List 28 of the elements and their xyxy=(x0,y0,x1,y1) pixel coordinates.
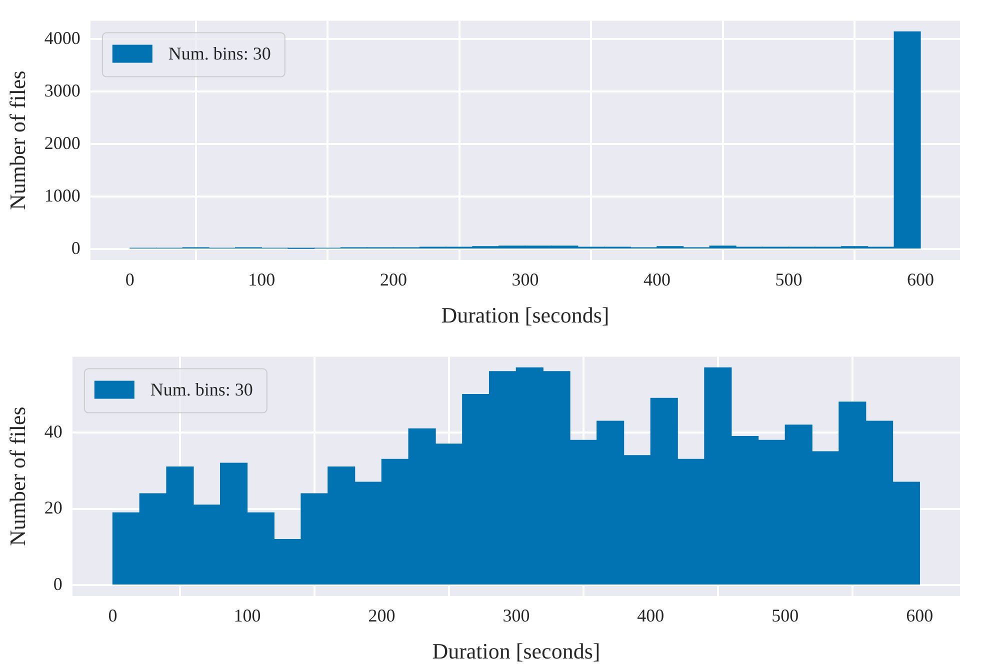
x-tick-label: 600 xyxy=(906,606,934,626)
x-tick-label: 200 xyxy=(368,606,396,626)
x-tick-label: 0 xyxy=(125,270,134,290)
x-tick-label: 400 xyxy=(643,270,670,290)
y-axis-title: Number of files xyxy=(4,70,30,210)
x-tick-label: 100 xyxy=(234,606,261,626)
x-tick-label: 500 xyxy=(772,606,799,626)
y-tick-label: 40 xyxy=(44,421,62,442)
legend-label: Num. bins: 30 xyxy=(168,44,271,64)
x-tick-label: 200 xyxy=(380,270,407,290)
y-tick-label: 2000 xyxy=(44,132,80,153)
x-tick-label: 300 xyxy=(502,606,530,626)
x-tick-label: 100 xyxy=(248,270,276,290)
x-tick-label: 300 xyxy=(512,270,539,290)
y-tick-label: 4000 xyxy=(44,28,80,48)
x-axis-title: Duration [seconds] xyxy=(441,302,610,328)
x-tick-label: 0 xyxy=(108,606,118,626)
y-axis-title: Number of files xyxy=(4,406,30,546)
y-tick-label: 1000 xyxy=(44,185,80,206)
legend-label: Num. bins: 30 xyxy=(150,380,253,400)
x-tick-label: 600 xyxy=(906,270,934,290)
y-tick-label: 20 xyxy=(44,498,62,518)
x-tick-label: 500 xyxy=(775,270,802,290)
y-tick-label: 3000 xyxy=(44,80,80,100)
y-tick-label: 0 xyxy=(71,238,80,258)
y-tick-label: 0 xyxy=(53,574,62,594)
x-tick-label: 400 xyxy=(637,606,664,626)
x-axis-title: Duration [seconds] xyxy=(432,638,600,664)
